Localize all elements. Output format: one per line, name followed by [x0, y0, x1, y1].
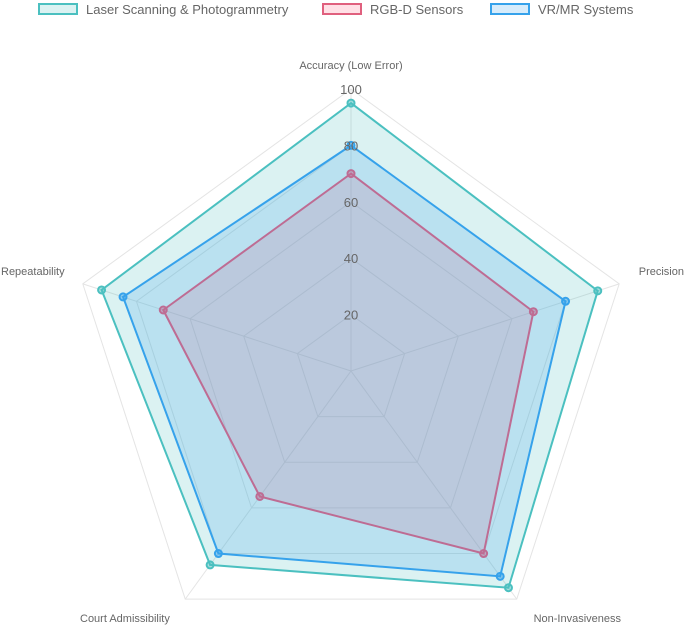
series-rgb-d-sensors — [158, 169, 538, 559]
data-point-laser-scanning-photogrammetry-court-admissibility[interactable] — [205, 560, 215, 570]
tick-label-40: 40 — [344, 251, 358, 266]
tick-label-100: 100 — [340, 82, 362, 97]
series-area-laser-scanning-photogrammetry — [100, 101, 599, 589]
data-point-laser-scanning-photogrammetry-accuracy-low-error[interactable] — [346, 98, 356, 108]
legend-label-laser-scanning: Laser Scanning & Photogrammetry — [86, 1, 289, 17]
radar-grid — [82, 88, 620, 600]
legend-label-vr-mr-systems: VR/MR Systems — [538, 1, 634, 17]
tick-label-60: 60 — [344, 195, 358, 210]
legend-item-rgbd-sensors[interactable]: RGB-D Sensors — [322, 0, 463, 18]
legend-swatch-laser-scanning — [38, 3, 78, 15]
legend-swatch-vr-mr-systems — [490, 3, 530, 15]
axis-label-accuracy-low-error: Accuracy (Low Error) — [299, 60, 402, 72]
data-point-rgb-d-sensors-non-invasiveness[interactable] — [479, 549, 489, 559]
data-point-vr-mr-systems-repeatability[interactable] — [118, 292, 128, 302]
axis-line-precision — [350, 283, 620, 372]
data-point-vr-mr-systems-accuracy-low-error[interactable] — [346, 140, 356, 150]
radial-ticks: 20 40 60 80 100 — [340, 82, 362, 323]
data-point-vr-mr-systems-court-admissibility[interactable] — [213, 549, 223, 559]
data-point-rgb-d-sensors-court-admissibility[interactable] — [255, 491, 265, 501]
data-point-laser-scanning-photogrammetry-non-invasiveness[interactable] — [503, 583, 513, 593]
tick-label-20: 20 — [344, 308, 358, 323]
data-point-laser-scanning-photogrammetry-repeatability[interactable] — [97, 285, 107, 295]
chart-legend: Laser Scanning & Photogrammetry RGB-D Se… — [0, 0, 685, 20]
grid-ring-100 — [82, 88, 620, 600]
data-point-rgb-d-sensors-accuracy-low-error[interactable] — [346, 169, 356, 179]
axis-labels: Accuracy (Low Error) Precision Non-Invasiv… — [1, 60, 684, 625]
data-point-rgb-d-sensors-repeatability[interactable] — [158, 305, 168, 315]
legend-item-vr-mr-systems[interactable]: VR/MR Systems — [490, 0, 633, 18]
grid-ring-20 — [296, 313, 406, 418]
series-area-vr-mr-systems — [121, 144, 567, 578]
data-point-vr-mr-systems-precision[interactable] — [561, 296, 571, 306]
grid-ring-40 — [243, 257, 459, 463]
series-area-rgb-d-sensors — [161, 172, 535, 555]
series-laser-scanning-photogrammetry — [97, 98, 603, 593]
data-point-rgb-d-sensors-precision[interactable] — [528, 307, 538, 317]
legend-item-laser-scanning[interactable]: Laser Scanning & Photogrammetry — [38, 0, 288, 18]
axis-label-repeatability: Repeatability — [1, 266, 65, 278]
axis-label-precision: Precision — [639, 266, 684, 278]
axis-line-court-admissibility — [184, 370, 352, 600]
legend-label-rgbd-sensors: RGB-D Sensors — [370, 1, 464, 17]
radar-series — [97, 98, 603, 593]
legend-swatch-rgbd-sensors — [322, 3, 362, 15]
data-point-laser-scanning-photogrammetry-precision[interactable] — [593, 286, 603, 296]
axis-line-non-invasiveness — [350, 370, 518, 600]
axis-line-repeatability — [82, 283, 352, 372]
axis-label-court-admissibility: Court Admissibility — [80, 613, 170, 625]
grid-ring-60 — [189, 201, 513, 509]
tick-label-80: 80 — [344, 138, 358, 153]
data-point-vr-mr-systems-non-invasiveness[interactable] — [495, 571, 505, 581]
axis-label-non-invasiveness: Non-Invasiveness — [534, 613, 622, 625]
series-vr-mr-systems — [118, 140, 571, 581]
